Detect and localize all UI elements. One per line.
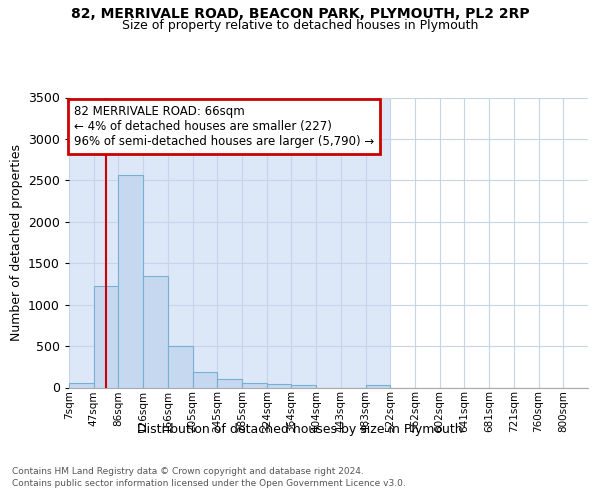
Bar xyxy=(267,384,292,388)
Bar xyxy=(118,174,143,388)
Bar xyxy=(69,383,94,388)
Bar xyxy=(193,372,217,388)
Bar xyxy=(292,385,316,388)
Bar xyxy=(168,346,193,388)
Text: Distribution of detached houses by size in Plymouth: Distribution of detached houses by size … xyxy=(137,422,463,436)
Text: Contains public sector information licensed under the Open Government Licence v3: Contains public sector information licen… xyxy=(12,478,406,488)
Y-axis label: Number of detached properties: Number of detached properties xyxy=(10,144,23,341)
Text: Size of property relative to detached houses in Plymouth: Size of property relative to detached ho… xyxy=(122,19,478,32)
Bar xyxy=(94,286,118,388)
Bar xyxy=(69,98,390,388)
Bar xyxy=(365,384,390,388)
Bar xyxy=(242,383,267,388)
Text: 82, MERRIVALE ROAD, BEACON PARK, PLYMOUTH, PL2 2RP: 82, MERRIVALE ROAD, BEACON PARK, PLYMOUT… xyxy=(71,8,529,22)
Bar xyxy=(143,276,168,388)
Bar xyxy=(217,379,242,388)
Text: Contains HM Land Registry data © Crown copyright and database right 2024.: Contains HM Land Registry data © Crown c… xyxy=(12,467,364,476)
Text: 82 MERRIVALE ROAD: 66sqm
← 4% of detached houses are smaller (227)
96% of semi-d: 82 MERRIVALE ROAD: 66sqm ← 4% of detache… xyxy=(74,105,374,148)
